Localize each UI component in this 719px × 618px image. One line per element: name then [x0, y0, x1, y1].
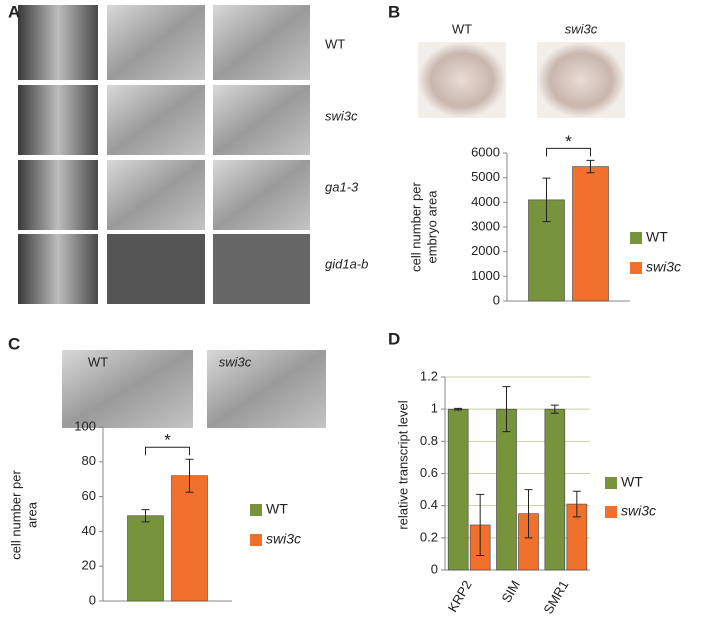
- x-tick-label: SIM: [499, 578, 524, 606]
- bar: [171, 475, 208, 602]
- y-tick-label: 5000: [471, 169, 500, 184]
- legend-label: swi3c: [646, 259, 681, 275]
- micrograph: [18, 5, 98, 80]
- y-tick-label: 0: [431, 561, 438, 576]
- legend-label: swi3c: [266, 531, 301, 547]
- legend-swatch: [250, 534, 262, 546]
- bar: [496, 408, 517, 571]
- legend-swatch: [630, 262, 642, 274]
- y-axis-label: cell number per: [8, 470, 23, 560]
- panel-label: D: [388, 329, 400, 348]
- micrograph: [62, 350, 193, 428]
- row-label: gid1a-b: [325, 256, 368, 271]
- micrograph: [418, 42, 506, 118]
- bar: [572, 166, 609, 302]
- y-axis-label: area: [24, 501, 39, 528]
- y-tick-label: 40: [82, 523, 96, 538]
- y-tick-label: 100: [74, 418, 96, 433]
- annotation: *: [164, 431, 171, 450]
- y-tick-label: 20: [82, 558, 96, 573]
- micrograph: [107, 85, 205, 155]
- image-label: swi3c: [565, 21, 598, 36]
- legend-label: WT: [621, 474, 643, 490]
- significance-bracket: [546, 147, 591, 157]
- y-tick-label: 0.6: [420, 465, 438, 480]
- micrograph: [18, 85, 98, 155]
- y-axis-label: embryo area: [424, 190, 439, 264]
- y-tick-label: 0.8: [420, 433, 438, 448]
- legend-swatch: [630, 232, 642, 244]
- y-tick-label: 0.4: [420, 497, 438, 512]
- panel-label: A: [8, 2, 20, 21]
- y-axis-label: relative transcript level: [395, 400, 410, 529]
- row-label: swi3c: [325, 108, 358, 123]
- error-bar: [476, 493, 485, 557]
- y-tick-label: 4000: [471, 194, 500, 209]
- error-bar: [185, 458, 194, 493]
- y-tick-label: 80: [82, 453, 96, 468]
- legend-swatch: [605, 477, 617, 489]
- micrograph: [18, 160, 98, 230]
- error-bar: [524, 489, 533, 539]
- error-bar: [141, 509, 150, 523]
- annotation: *: [565, 132, 572, 151]
- error-bar: [572, 490, 581, 518]
- micrograph: [107, 234, 205, 304]
- micrograph: [213, 5, 310, 80]
- y-tick-label: 2000: [471, 243, 500, 258]
- x-tick-label: KRP2: [445, 578, 475, 615]
- legend-label: WT: [646, 229, 668, 245]
- error-bar: [586, 159, 595, 174]
- legend-label: swi3c: [621, 503, 656, 519]
- micrographs: [18, 5, 625, 428]
- y-tick-label: 0: [493, 292, 500, 307]
- y-tick-label: 0.2: [420, 529, 438, 544]
- error-bar: [454, 407, 463, 411]
- micrograph: [537, 42, 625, 118]
- image-label: swi3c: [219, 354, 252, 369]
- micrograph: [18, 234, 98, 304]
- error-bar: [550, 404, 559, 414]
- image-label: WT: [452, 21, 472, 36]
- error-bar: [542, 177, 551, 223]
- significance-bracket: [145, 446, 190, 456]
- micrograph: [213, 85, 310, 155]
- bar: [127, 515, 164, 602]
- image-label: WT: [88, 354, 108, 369]
- legend-swatch: [605, 506, 617, 518]
- micrograph: [107, 5, 205, 80]
- y-tick-label: 1000: [471, 268, 500, 283]
- legend-label: WT: [266, 501, 288, 517]
- x-tick-label: SMR1: [540, 578, 571, 617]
- legend-swatch: [250, 504, 262, 516]
- bar: [447, 408, 469, 571]
- y-tick-label: 1.2: [420, 368, 438, 383]
- y-tick-label: 1: [431, 401, 438, 416]
- row-label: WT: [325, 36, 345, 51]
- panel-label: C: [8, 334, 20, 353]
- y-axis-label: cell number per: [408, 182, 423, 272]
- bar: [544, 408, 566, 571]
- micrograph: [213, 160, 310, 230]
- y-tick-label: 0: [89, 592, 96, 607]
- row-label: ga1-3: [325, 179, 359, 194]
- micrograph: [107, 160, 205, 230]
- error-bar: [502, 386, 511, 433]
- y-tick-label: 60: [82, 488, 96, 503]
- y-tick-label: 3000: [471, 218, 500, 233]
- micrograph: [213, 234, 310, 304]
- micrograph: [207, 350, 326, 428]
- y-tick-label: 6000: [471, 144, 500, 159]
- panel-label: B: [388, 2, 400, 21]
